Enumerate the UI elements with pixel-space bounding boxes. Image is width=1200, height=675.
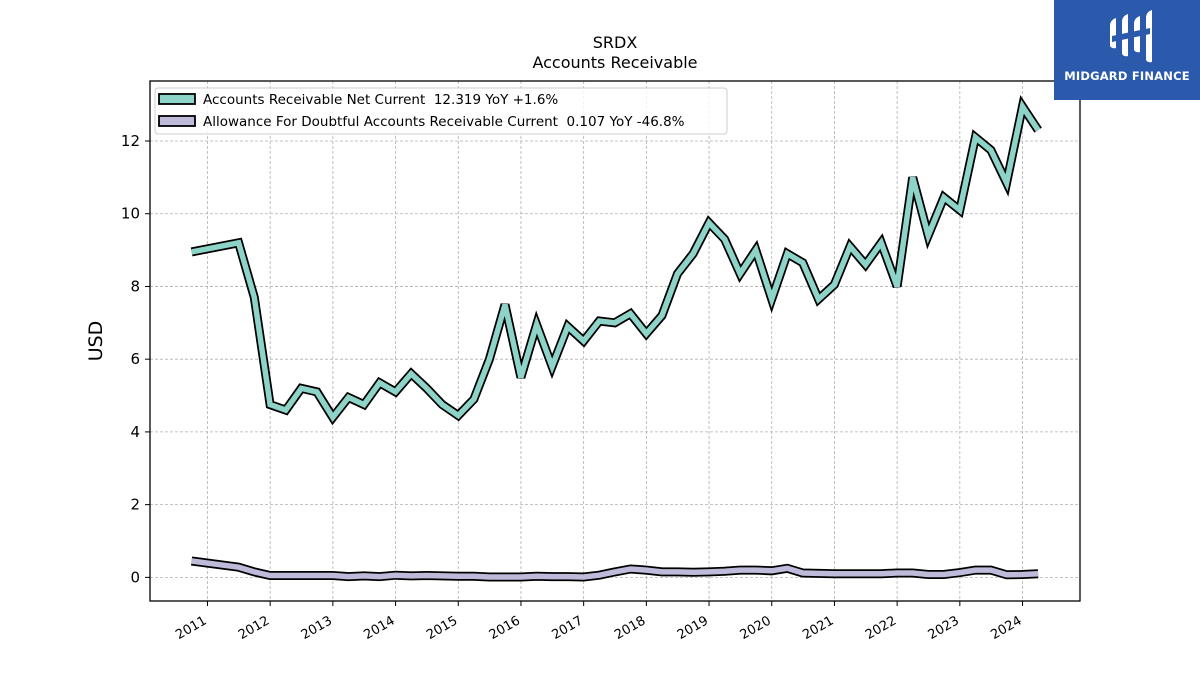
y-tick-label: 12 <box>121 132 140 150</box>
series-outline <box>190 95 1042 426</box>
x-tick-label: 2022 <box>863 613 899 643</box>
logo-icon <box>1110 10 1152 63</box>
series-lines <box>190 95 1042 582</box>
x-tick-label: 2016 <box>487 613 523 643</box>
x-tick-label: 2015 <box>424 613 460 643</box>
logo-text: MIDGARD FINANCE <box>1064 69 1190 83</box>
y-tick-label: 8 <box>130 277 140 295</box>
x-tick-label: 2024 <box>988 613 1024 643</box>
x-tick-label: 2014 <box>361 613 397 643</box>
legend: Accounts Receivable Net Current 12.319 Y… <box>154 87 728 135</box>
y-axis: 0 2 4 6 8 10 12 <box>121 132 150 586</box>
series-stroke <box>191 99 1041 423</box>
y-tick-label: 0 <box>130 568 140 586</box>
x-tick-label: 2013 <box>299 613 335 643</box>
chart-subtitle: Accounts Receivable <box>532 53 697 72</box>
x-tick-label: 2017 <box>549 613 585 643</box>
x-axis: 2011 2012 2013 2014 2015 2016 2017 2018 2019 2020… <box>173 601 1025 643</box>
y-tick-label: 6 <box>130 350 140 368</box>
brand-logo: MIDGARD FINANCE <box>1054 0 1200 100</box>
series-stroke <box>191 558 1039 580</box>
plot-frame <box>149 80 1081 602</box>
chart-title: SRDX <box>593 33 638 52</box>
legend-swatch-allowance <box>158 115 196 127</box>
y-tick-label: 2 <box>130 496 140 514</box>
series-line-0 <box>190 95 1042 426</box>
legend-label-ar-net: Accounts Receivable Net Current 12.319 Y… <box>203 92 558 108</box>
legend-box <box>154 87 728 135</box>
x-tick-label: 2023 <box>926 613 962 643</box>
x-tick-label: 2011 <box>173 613 209 643</box>
x-tick-label: 2019 <box>675 613 711 643</box>
series-line-1 <box>191 556 1039 582</box>
grid-lines <box>150 81 1080 601</box>
y-axis-label: USD <box>85 321 107 362</box>
x-tick-label: 2020 <box>738 613 774 643</box>
legend-swatch-ar-net <box>158 93 196 105</box>
y-tick-label: 4 <box>130 423 140 441</box>
x-tick-label: 2021 <box>800 613 836 643</box>
x-tick-label: 2018 <box>612 613 648 643</box>
y-tick-label: 10 <box>121 205 140 223</box>
x-tick-label: 2012 <box>236 613 272 643</box>
legend-label-allowance: Allowance For Doubtful Accounts Receivab… <box>203 114 685 130</box>
